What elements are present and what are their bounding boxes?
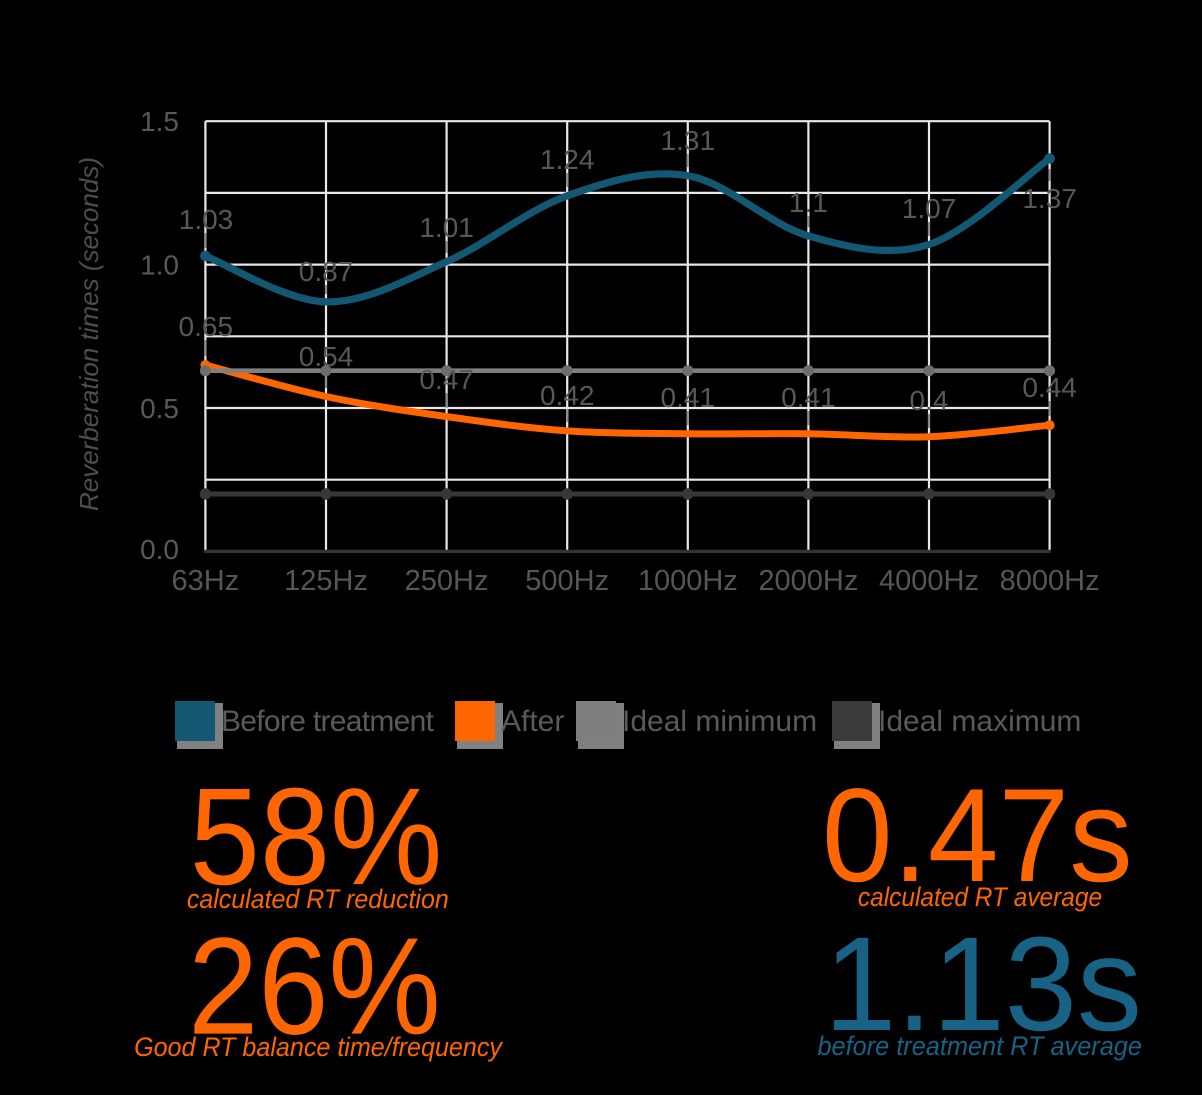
svg-text:0.5: 0.5 <box>140 393 179 424</box>
svg-text:1.24: 1.24 <box>540 144 595 175</box>
svg-text:250Hz: 250Hz <box>405 565 489 597</box>
svg-text:125Hz: 125Hz <box>284 565 368 597</box>
svg-text:After: After <box>501 705 564 738</box>
svg-text:before treatment RT average: before treatment RT average <box>817 1030 1141 1061</box>
svg-text:8000Hz: 8000Hz <box>1000 565 1100 597</box>
svg-text:0.44: 0.44 <box>1022 372 1077 403</box>
svg-text:1.37: 1.37 <box>1022 183 1077 214</box>
svg-text:1.5: 1.5 <box>140 106 179 137</box>
svg-text:Before treatment: Before treatment <box>221 705 435 738</box>
svg-text:26%: 26% <box>188 909 441 1063</box>
svg-text:1.31: 1.31 <box>661 125 716 156</box>
svg-text:1.03: 1.03 <box>179 204 234 235</box>
svg-text:1.13s: 1.13s <box>824 909 1142 1058</box>
svg-text:Ideal maximum: Ideal maximum <box>878 705 1081 738</box>
svg-text:58%: 58% <box>190 760 443 914</box>
svg-text:0.47: 0.47 <box>419 364 474 395</box>
svg-text:1.01: 1.01 <box>419 212 474 243</box>
svg-text:0.42: 0.42 <box>540 380 595 411</box>
svg-text:Reverberation times (seconds): Reverberation times (seconds) <box>74 157 104 511</box>
svg-text:1.1: 1.1 <box>789 187 828 218</box>
svg-text:0.47s: 0.47s <box>822 760 1133 909</box>
svg-text:0.54: 0.54 <box>299 341 354 372</box>
svg-text:0.87: 0.87 <box>299 256 354 287</box>
svg-text:63Hz: 63Hz <box>172 565 240 597</box>
svg-text:0.4: 0.4 <box>910 385 949 416</box>
svg-text:Good RT balance time/frequency: Good RT balance time/frequency <box>134 1031 504 1062</box>
svg-text:calculated RT reduction: calculated RT reduction <box>187 883 449 914</box>
svg-text:1.0: 1.0 <box>140 250 179 281</box>
svg-text:0.41: 0.41 <box>781 382 836 413</box>
svg-text:4000Hz: 4000Hz <box>879 565 979 597</box>
svg-text:0.0: 0.0 <box>140 534 179 565</box>
svg-text:0.41: 0.41 <box>661 382 716 413</box>
svg-text:Ideal minimum: Ideal minimum <box>622 705 817 738</box>
svg-text:2000Hz: 2000Hz <box>758 565 858 597</box>
svg-text:500Hz: 500Hz <box>525 565 609 597</box>
svg-text:1000Hz: 1000Hz <box>638 565 738 597</box>
svg-text:1.07: 1.07 <box>902 193 957 224</box>
svg-text:0.65: 0.65 <box>179 311 234 342</box>
svg-text:calculated RT average: calculated RT average <box>858 883 1102 912</box>
